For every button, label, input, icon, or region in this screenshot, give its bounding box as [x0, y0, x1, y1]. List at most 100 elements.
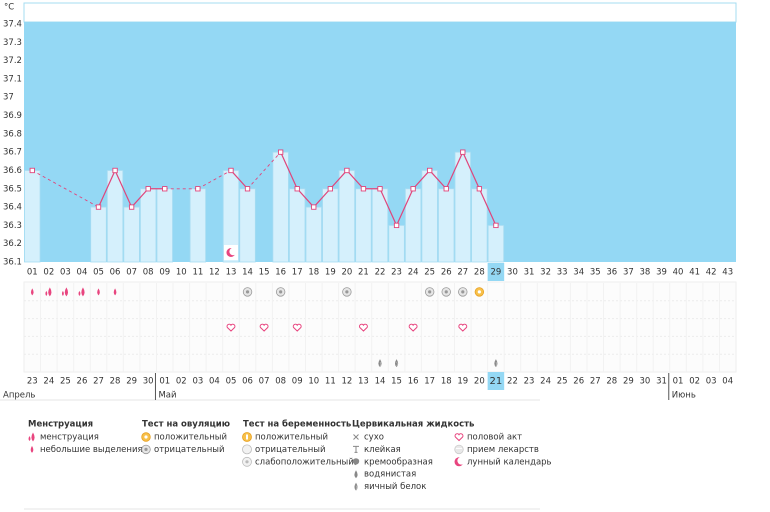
y-tick-label: 37.1	[3, 74, 22, 84]
legend-icon	[28, 432, 35, 442]
cycle-day-label: 05	[93, 268, 104, 278]
legend-icon	[242, 444, 252, 455]
observation-icon-part	[359, 323, 368, 332]
temperature-bar	[305, 206, 322, 263]
cycle-day-label: 25	[424, 268, 435, 278]
temperature-point	[311, 204, 317, 210]
legend-icon	[454, 444, 464, 455]
date-label: 16	[408, 377, 419, 387]
legend-title: Менструация	[28, 420, 93, 430]
temperature-line	[280, 151, 298, 190]
temperature-bar	[322, 188, 339, 263]
legend-icon	[454, 433, 464, 442]
observation-icon-part	[226, 323, 236, 332]
date-label: 23	[524, 377, 535, 387]
date-label: 27	[590, 377, 601, 387]
legend-label: отрицательный	[255, 445, 325, 455]
date-label: 09	[292, 377, 303, 387]
y-tick-label: 37.3	[3, 38, 22, 48]
cycle-day-label: 38	[640, 268, 651, 278]
temperature-line	[296, 188, 315, 208]
observation-icon-part	[45, 290, 48, 296]
cycle-day-label: 41	[689, 268, 700, 278]
date-label: 12	[341, 377, 352, 387]
legend-icon-part	[353, 434, 359, 440]
date-label: 22	[507, 377, 518, 387]
temperature-bar	[421, 170, 438, 263]
date-label: 29	[623, 377, 634, 387]
observation-icon-part	[292, 323, 302, 332]
cycle-day-label: 23	[391, 268, 402, 278]
y-tick-label: 36.1	[3, 258, 22, 268]
observation-icon	[474, 287, 485, 297]
y-tick-label: 37.2	[3, 56, 22, 66]
temperature-point	[294, 186, 300, 192]
temperature-gap-line	[32, 170, 99, 208]
legend-icon	[353, 445, 359, 453]
cycle-day-label: 26	[441, 268, 452, 278]
temperature-bar	[189, 188, 207, 263]
observation-icon	[458, 323, 468, 332]
legend-icon-part	[355, 485, 358, 490]
legend-icon-part	[30, 445, 34, 453]
date-label: 04	[722, 377, 733, 387]
observation-icon-part	[64, 287, 68, 297]
observation-icon	[408, 323, 418, 332]
cycle-day-label: 04	[77, 268, 88, 278]
observation-icon-part	[30, 288, 34, 296]
observation-icon	[275, 287, 286, 297]
observation-icon-part	[495, 361, 498, 367]
legend-label: небольшие выделения	[40, 445, 143, 455]
cycle-day-label: 24	[408, 268, 419, 278]
legend-icon-part	[144, 435, 148, 439]
legend-icon	[353, 434, 359, 440]
y-tick-label: 36.7	[3, 148, 22, 158]
cycle-day-label: 42	[706, 268, 717, 278]
legend-icon-part	[246, 434, 248, 440]
y-tick-label: 37	[3, 93, 14, 103]
legend-label: слабоположительный	[255, 457, 354, 467]
observation-icon-part	[48, 287, 52, 297]
temperature-bar	[90, 206, 107, 263]
legend-label: яичный белок	[364, 482, 426, 492]
date-label: 23	[27, 377, 38, 387]
observation-icon	[359, 323, 368, 332]
date-label: 07	[259, 377, 270, 387]
y-tick-label: 36.5	[3, 184, 22, 194]
legend-label: положительный	[154, 433, 227, 443]
observation-icon	[226, 323, 236, 332]
cycle-day-label: 43	[722, 268, 733, 278]
month-label: Апрель	[3, 391, 35, 401]
observation-icon-part	[477, 290, 481, 294]
cycle-day-label: 11	[192, 268, 203, 278]
date-label: 03	[192, 377, 203, 387]
cycle-day-label: 27	[457, 268, 468, 278]
observation-icon-part	[461, 290, 465, 294]
temperature-point	[410, 186, 416, 192]
temperature-point	[377, 186, 383, 192]
legend-icon-part	[242, 444, 252, 455]
cycle-day-label: 09	[159, 268, 170, 278]
temperature-point	[427, 167, 433, 174]
cycle-day-label: 34	[573, 268, 584, 278]
observation-icon	[458, 287, 468, 297]
observation-icon	[394, 359, 399, 368]
date-label: 01	[673, 377, 684, 387]
temperature-point	[443, 186, 449, 192]
temperature-point	[128, 204, 135, 210]
y-unit: °C	[4, 3, 14, 13]
observation-icon	[292, 323, 302, 332]
legend-icon	[242, 456, 252, 467]
temperature-bar	[239, 188, 256, 263]
date-label: 18	[441, 377, 452, 387]
date-label: 25	[60, 377, 71, 387]
temperature-line	[131, 188, 149, 208]
temperature-line	[313, 188, 331, 208]
temperature-line	[429, 170, 447, 190]
temperature-point	[195, 186, 201, 192]
observation-icon	[45, 287, 52, 297]
observation-icon	[494, 359, 498, 368]
cycle-day-label: 31	[524, 268, 535, 278]
observation-icon-part	[345, 290, 349, 294]
cycle-day-label: 15	[259, 268, 270, 278]
